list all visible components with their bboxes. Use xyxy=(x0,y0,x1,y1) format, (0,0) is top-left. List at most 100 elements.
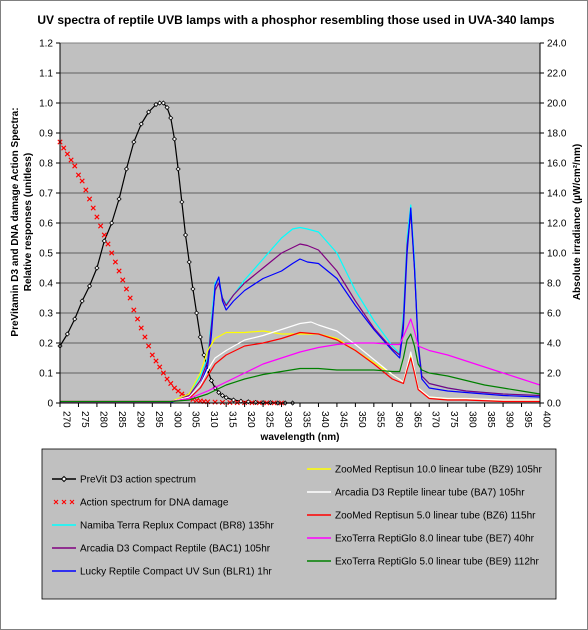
y-tick-label-left: 1.1 xyxy=(39,69,53,80)
y-tick-label-left: 0.2 xyxy=(39,339,53,350)
x-tick-label: 365 xyxy=(411,411,422,428)
data-point xyxy=(160,370,166,376)
y-tick-label-left: 0.4 xyxy=(39,279,53,290)
data-point xyxy=(134,316,141,322)
x-tick-label: 395 xyxy=(522,411,533,428)
x-tick-label: 285 xyxy=(116,411,127,428)
x-tick-label: 350 xyxy=(356,411,367,428)
data-point xyxy=(86,196,93,202)
data-point xyxy=(116,268,122,274)
legend-item-5: Lucky Reptile Compact UV Sun (BLR1) 1hr xyxy=(52,567,272,578)
legend-item-4: Arcadia D3 Compact Reptile (BAC1) 105hr xyxy=(52,544,271,555)
x-tick-label: 340 xyxy=(319,411,330,428)
legend-item-9: ExoTerra ReptiGlo 8.0 linear tube (BE7) … xyxy=(307,534,535,545)
data-point xyxy=(208,377,214,384)
data-point xyxy=(157,100,163,106)
y-tick-label-right: 10.0 xyxy=(547,249,567,260)
data-point xyxy=(219,392,226,399)
data-point xyxy=(123,166,130,172)
data-point xyxy=(123,286,130,292)
data-point xyxy=(216,389,222,396)
data-point xyxy=(138,121,144,127)
data-point xyxy=(160,100,166,106)
series-line xyxy=(60,331,540,403)
data-point xyxy=(61,145,67,151)
series-line xyxy=(60,318,541,403)
y-tick-label-left: 0.1 xyxy=(39,369,53,380)
data-point xyxy=(194,310,200,316)
data-point xyxy=(120,277,126,283)
x-tick-label: 270 xyxy=(61,411,72,428)
legend-item-1: PreVit D3 action spectrum xyxy=(52,475,196,486)
data-point xyxy=(127,295,133,301)
x-tick-label: 280 xyxy=(97,411,108,428)
data-point xyxy=(79,178,85,184)
plot-area xyxy=(57,42,541,406)
axes: 0 0.1 0.2 0.3 0.4 0.5 0.6 0.7 0.8 0.9 1.0 1.1 1.2 0.0… xyxy=(39,39,567,429)
data-point xyxy=(64,151,70,157)
data-point xyxy=(83,187,89,193)
data-point xyxy=(138,325,144,331)
y-axis-label-left-line1: PreVitamin D3 and DNA damage Action Spec… xyxy=(10,107,21,336)
legend-label: Arcadia D3 Compact Reptile (BAC1) 105hr xyxy=(80,544,271,555)
data-point xyxy=(131,307,137,313)
data-point xyxy=(179,199,185,205)
data-point xyxy=(98,223,104,229)
x-tick-label: 295 xyxy=(153,411,164,428)
data-point xyxy=(105,241,111,247)
legend-label: Lucky Reptile Compact UV Sun (BLR1) 1hr xyxy=(80,567,272,578)
data-point xyxy=(101,238,107,244)
y-tick-label-right: 6.0 xyxy=(547,309,561,320)
y-tick-label-right: 8.0 xyxy=(547,279,561,290)
data-point xyxy=(168,115,174,121)
y-tick-label-right: 20.0 xyxy=(547,99,567,110)
legend-label: Action spectrum for DNA damage xyxy=(80,498,229,509)
data-point xyxy=(75,172,82,178)
legend-label: ExoTerra ReptiGlo 8.0 linear tube (BE7) … xyxy=(335,534,535,545)
y-tick-label-left: 0 xyxy=(47,399,53,410)
data-point xyxy=(153,101,159,108)
chart-title: UV spectra of reptile UVB lamps with a p… xyxy=(37,13,555,27)
y-tick-label-left: 0.8 xyxy=(39,159,53,170)
data-point xyxy=(197,334,203,340)
data-point xyxy=(112,259,118,265)
data-point xyxy=(142,334,148,340)
y-tick-label-right: 2.0 xyxy=(547,369,561,380)
data-point xyxy=(190,286,196,292)
data-point xyxy=(90,205,96,211)
legend-box xyxy=(41,448,557,600)
series-line xyxy=(60,333,541,403)
y-tick-label-left: 0.9 xyxy=(39,129,53,140)
x-tick-label: 300 xyxy=(171,411,182,428)
legend-item-6: ZooMed Reptisun 10.0 linear tube (BZ9) 1… xyxy=(307,465,542,476)
data-point xyxy=(72,316,78,322)
legend-marker xyxy=(60,475,68,483)
data-point xyxy=(146,343,152,349)
x-tick-label: 320 xyxy=(245,411,256,428)
legend-label: PreVit D3 action spectrum xyxy=(80,475,196,486)
x-tick-label: 325 xyxy=(264,411,275,428)
x-tick-label: 275 xyxy=(79,411,90,428)
data-point xyxy=(68,157,74,163)
x-tick-label: 385 xyxy=(485,411,496,428)
data-point xyxy=(72,163,78,169)
series-5 xyxy=(60,207,541,403)
x-tick-label: 310 xyxy=(208,411,219,428)
y-tick-label-right: 18.0 xyxy=(547,129,567,140)
series-9 xyxy=(60,318,541,403)
data-point xyxy=(164,376,170,382)
y-tick-label-right: 14.0 xyxy=(547,189,567,200)
y-tick-label-right: 0.0 xyxy=(547,399,561,410)
legend-swatch xyxy=(61,499,67,505)
y-tick-label-right: 12.0 xyxy=(547,219,567,230)
x-axis-label: wavelength (nm) xyxy=(260,432,340,443)
data-point xyxy=(79,298,85,304)
legend-label: ZooMed Reptisun 5.0 linear tube (BZ6) 11… xyxy=(335,511,536,522)
data-point xyxy=(219,399,226,405)
x-tick-label: 290 xyxy=(134,411,145,428)
data-point xyxy=(109,220,115,226)
data-point xyxy=(164,104,170,111)
y-tick-label-left: 1.0 xyxy=(39,99,53,110)
x-tick-label: 370 xyxy=(430,411,441,428)
y-tick-label-right: 22.0 xyxy=(547,69,567,80)
